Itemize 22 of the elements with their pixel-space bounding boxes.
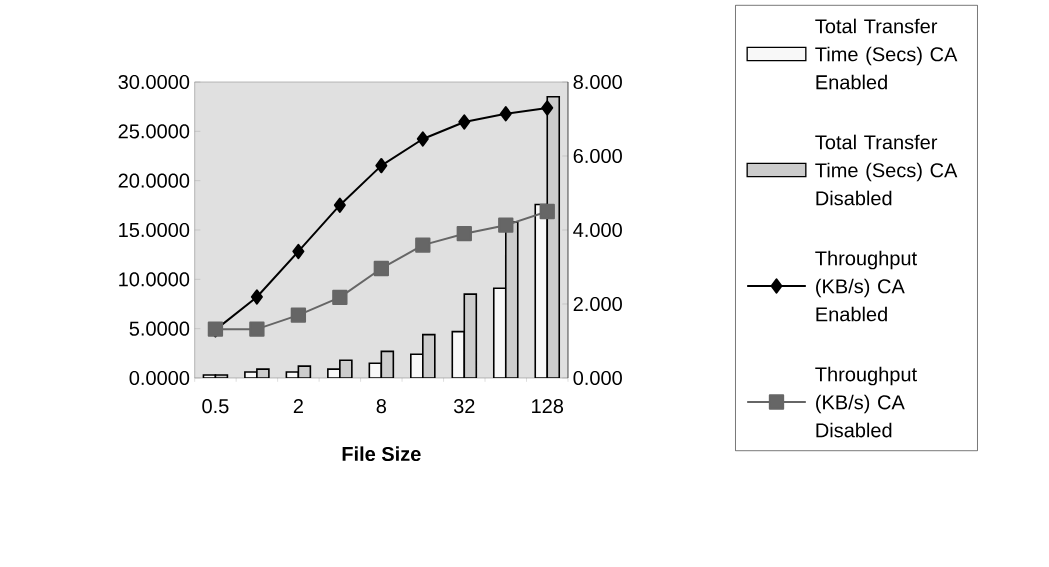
y-tick-label: 15.0000 [119,222,190,238]
x-tick-label: 2 [293,399,303,414]
legend-label: Total Transfer Time (Secs) CA Disabled [815,134,958,206]
x-tick-label: 32 [453,399,475,414]
y2-tick-label: 4.000 [573,222,622,238]
y2-tick-label: 8.000 [573,74,622,90]
y-tick-label: 5.0000 [129,321,190,336]
y-tick-label: 25.0000 [118,124,190,139]
x-tick-label: 0.5 [202,399,229,414]
x-tick-label: 128 [532,399,564,414]
legend-label: Total Transfer Time (Secs) CA Enabled [815,18,958,90]
y2-tick-label: 0.000 [573,370,622,386]
y-tick-label: 10.0000 [119,272,190,287]
legend-label: Throughput (KB/s) CA Enabled [815,250,917,322]
y-tick-label: 20.0000 [118,173,190,188]
y-tick-label: 30.0000 [118,74,190,90]
x-tick-label: 8 [376,399,387,414]
y-tick-label: 0.0000 [129,370,190,386]
y2-tick-label: 2.000 [573,296,622,312]
y2-tick-label: 6.000 [573,148,622,164]
legend-label: Throughput (KB/s) CA Disabled [815,366,917,438]
x-axis-title: File Size [342,446,421,462]
